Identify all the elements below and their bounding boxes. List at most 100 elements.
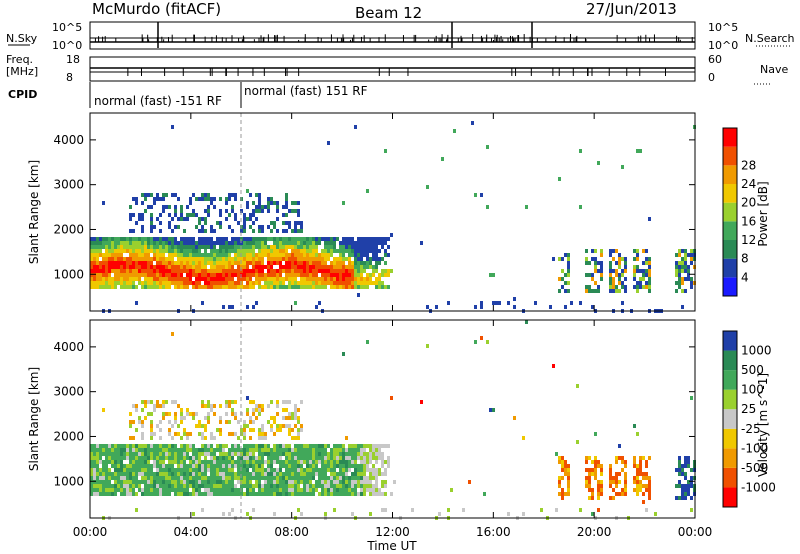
power-cell bbox=[138, 273, 141, 277]
velocity-cell bbox=[108, 472, 111, 476]
velocity-cell bbox=[135, 492, 138, 496]
power-cell bbox=[426, 185, 429, 189]
velocity-cell bbox=[198, 484, 201, 488]
power-cell bbox=[360, 253, 363, 257]
power-cell bbox=[252, 257, 255, 261]
power-cell bbox=[129, 261, 132, 265]
power-cell bbox=[375, 249, 378, 253]
power-cell bbox=[159, 229, 162, 233]
power-cell bbox=[360, 269, 363, 273]
power-cell bbox=[228, 305, 231, 309]
velocity-cell bbox=[219, 488, 222, 492]
velocity-cell bbox=[318, 484, 321, 488]
velocity-cell bbox=[207, 404, 210, 408]
power-cell bbox=[225, 285, 228, 289]
power-cell bbox=[147, 265, 150, 269]
velocity-cell bbox=[135, 508, 138, 512]
velocity-cell bbox=[378, 472, 381, 476]
velocity-cell bbox=[267, 492, 270, 496]
velocity-cell bbox=[99, 456, 102, 460]
velocity-cell bbox=[165, 444, 168, 448]
velocity-cell bbox=[579, 508, 582, 512]
velocity-cell bbox=[180, 492, 183, 496]
velocity-cell bbox=[333, 480, 336, 484]
velocity-cell bbox=[129, 452, 132, 456]
velocity-cell bbox=[132, 448, 135, 452]
velocity-cell bbox=[312, 484, 315, 488]
power-colorbar-tick: 20 bbox=[741, 196, 756, 210]
power-cell bbox=[363, 245, 366, 249]
velocity-cell bbox=[237, 420, 240, 424]
power-cell bbox=[234, 281, 237, 285]
power-cell bbox=[333, 269, 336, 273]
velocity-cell bbox=[180, 420, 183, 424]
power-cell bbox=[189, 273, 192, 277]
velocity-cell bbox=[249, 464, 252, 468]
velocity-cell bbox=[93, 472, 96, 476]
velocity-cell bbox=[135, 464, 138, 468]
velocity-cell bbox=[144, 476, 147, 480]
power-cell bbox=[168, 257, 171, 261]
velocity-cell bbox=[246, 488, 249, 492]
velocity-cell bbox=[363, 468, 366, 472]
velocity-cell bbox=[354, 460, 357, 464]
velocity-cell bbox=[204, 476, 207, 480]
power-cell bbox=[228, 193, 231, 197]
velocity-cell bbox=[114, 480, 117, 484]
power-cell bbox=[222, 265, 225, 269]
power-cell bbox=[168, 269, 171, 273]
power-cell bbox=[369, 257, 372, 261]
velocity-cell bbox=[216, 480, 219, 484]
power-colorbar-tick: 24 bbox=[741, 177, 756, 191]
power-cell bbox=[267, 205, 270, 209]
velocity-cell bbox=[249, 488, 252, 492]
power-cell bbox=[192, 257, 195, 261]
power-cell bbox=[186, 253, 189, 257]
station-title: McMurdo (fitACF) bbox=[92, 0, 221, 18]
power-cell bbox=[228, 213, 231, 217]
power-cell bbox=[264, 245, 267, 249]
power-cell bbox=[108, 285, 111, 289]
velocity-cell bbox=[567, 464, 570, 468]
power-cell bbox=[159, 253, 162, 257]
velocity-cell bbox=[642, 484, 645, 488]
velocity-colorbar-swatch bbox=[723, 428, 737, 449]
power-cell bbox=[213, 261, 216, 265]
power-cell bbox=[195, 269, 198, 273]
velocity-cell bbox=[168, 484, 171, 488]
velocity-cell bbox=[243, 420, 246, 424]
velocity-cell bbox=[285, 488, 288, 492]
power-cell bbox=[327, 257, 330, 261]
power-cell bbox=[492, 301, 495, 305]
power-cell bbox=[378, 277, 381, 281]
velocity-cell bbox=[567, 480, 570, 484]
power-cell bbox=[192, 193, 195, 197]
power-cell bbox=[594, 281, 597, 285]
velocity-cell bbox=[327, 460, 330, 464]
power-cell bbox=[339, 285, 342, 289]
power-cell bbox=[585, 273, 588, 277]
velocity-colorbar-label: Velocity [m s^-1] bbox=[756, 373, 770, 477]
velocity-cell bbox=[243, 428, 246, 432]
power-cell bbox=[471, 121, 474, 125]
velocity-cell bbox=[93, 444, 96, 448]
power-cell bbox=[198, 281, 201, 285]
power-cell bbox=[270, 201, 273, 205]
power-cell bbox=[126, 245, 129, 249]
power-cell bbox=[309, 281, 312, 285]
velocity-cell bbox=[294, 468, 297, 472]
velocity-cell bbox=[126, 480, 129, 484]
power-cell bbox=[111, 261, 114, 265]
velocity-cell bbox=[261, 476, 264, 480]
power-cell bbox=[171, 229, 174, 233]
velocity-cell bbox=[252, 508, 255, 512]
power-cell bbox=[270, 261, 273, 265]
power-cell bbox=[192, 269, 195, 273]
power-cell bbox=[597, 269, 600, 273]
power-cell bbox=[153, 277, 156, 281]
velocity-cell bbox=[165, 492, 168, 496]
power-cell bbox=[141, 229, 144, 233]
velocity-cell bbox=[180, 484, 183, 488]
power-cell bbox=[99, 281, 102, 285]
power-cell bbox=[156, 193, 159, 197]
